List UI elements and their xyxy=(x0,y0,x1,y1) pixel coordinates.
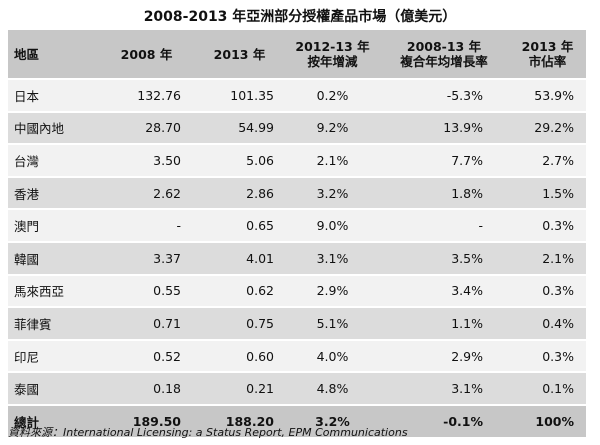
cell-cagr: -5.3% xyxy=(379,78,509,112)
cell-region: 日本 xyxy=(8,78,100,112)
cell-value-2008: 0.18 xyxy=(100,371,193,405)
cell-value-2008: - xyxy=(100,208,193,242)
cell-yoy-change: 3.1% xyxy=(286,240,379,275)
cell-region: 印尼 xyxy=(8,338,100,373)
header-2013: 2013 年 xyxy=(193,30,286,80)
cell-value-2008: 132.76 xyxy=(100,78,193,112)
cell-value-2013: 54.99 xyxy=(193,110,286,145)
header-cagr: 2008-13 年複合年均增長率 xyxy=(379,30,509,80)
cell-market-share: 0.4% xyxy=(509,306,586,340)
cell-market-share: 0.3% xyxy=(509,208,586,242)
header-region: 地區 xyxy=(8,30,100,80)
cell-region: 澳門 xyxy=(8,208,100,242)
cell-value-2013: 0.75 xyxy=(193,306,286,340)
cell-region: 台灣 xyxy=(8,143,100,177)
cell-cagr: 3.1% xyxy=(379,371,509,405)
cell-yoy-change: 5.1% xyxy=(286,306,379,340)
cell-market-share: 53.9% xyxy=(509,78,586,112)
cell-yoy-change: 4.8% xyxy=(286,371,379,405)
cell-yoy-change: 9.2% xyxy=(286,110,379,145)
cell-market-share: 0.3% xyxy=(509,273,586,308)
cell-region: 中國內地 xyxy=(8,110,100,145)
cell-value-2013: 0.21 xyxy=(193,371,286,405)
cell-value-2008: 28.70 xyxy=(100,110,193,145)
cell-cagr: 3.4% xyxy=(379,273,509,308)
cell-value-2013: 2.86 xyxy=(193,175,286,210)
total-market-share: 100% xyxy=(509,403,586,437)
source-footnote: 資料來源：International Licensing: a Status R… xyxy=(8,426,408,439)
table-row: 泰國 0.18 0.21 4.8% 3.1% 0.1% xyxy=(8,371,586,405)
cell-value-2008: 2.62 xyxy=(100,175,193,210)
cell-value-2013: 0.60 xyxy=(193,338,286,373)
cell-market-share: 0.1% xyxy=(509,371,586,405)
table-row: 澳門 -0.65 9.0% -0.3% xyxy=(8,208,586,242)
header-market-share: 2013 年市佔率 xyxy=(509,30,586,80)
cell-value-2008: 0.55 xyxy=(100,273,193,308)
cell-market-share: 1.5% xyxy=(509,175,586,210)
cell-value-2008: 3.50 xyxy=(100,143,193,177)
cell-cagr: 1.1% xyxy=(379,306,509,340)
header-yoy-change: 2012-13 年按年增減 xyxy=(286,30,379,80)
total-region: 總計 xyxy=(8,403,100,437)
cell-yoy-change: 4.0% xyxy=(286,338,379,373)
table-row: 韓國 3.37 4.01 3.1% 3.5% 2.1% xyxy=(8,240,586,275)
market-table: 地區 2008 年 2013 年 2012-13 年按年增減 2008-13 年… xyxy=(8,30,586,437)
cell-cagr: 13.9% xyxy=(379,110,509,145)
table-row: 日本 132.76 101.35 0.2% -5.3% 53.9% xyxy=(8,78,586,112)
cell-cagr: 3.5% xyxy=(379,240,509,275)
total-cagr: -0.1% xyxy=(379,403,509,437)
total-row: 總計 189.50 188.20 3.2% -0.1% 100% xyxy=(8,403,586,437)
total-yoy-change: 3.2% xyxy=(286,403,379,437)
cell-region: 香港 xyxy=(8,175,100,210)
cell-value-2013: 0.65 xyxy=(193,208,286,242)
cell-value-2008: 0.52 xyxy=(100,338,193,373)
total-value-2013: 188.20 xyxy=(193,403,286,437)
cell-market-share: 29.2% xyxy=(509,110,586,145)
cell-value-2013: 101.35 xyxy=(193,78,286,112)
header-row: 地區 2008 年 2013 年 2012-13 年按年增減 2008-13 年… xyxy=(8,30,586,80)
total-value-2008: 189.50 xyxy=(100,403,193,437)
table-body: 日本 132.76 101.35 0.2% -5.3% 53.9% 中國內地 28.70 54.… xyxy=(8,78,586,437)
cell-region: 韓國 xyxy=(8,240,100,275)
cell-yoy-change: 0.2% xyxy=(286,78,379,112)
cell-region: 泰國 xyxy=(8,371,100,405)
cell-cagr: 7.7% xyxy=(379,143,509,177)
cell-cagr: - xyxy=(379,208,509,242)
table-row: 菲律賓 0.71 0.75 5.1% 1.1% 0.4% xyxy=(8,306,586,340)
cell-region: 菲律賓 xyxy=(8,306,100,340)
cell-cagr: 2.9% xyxy=(379,338,509,373)
table-row: 台灣 3.50 5.06 2.1% 7.7% 2.7% xyxy=(8,143,586,177)
table-row: 印尼 0.52 0.60 4.0% 2.9% 0.3% xyxy=(8,338,586,373)
cell-yoy-change: 2.9% xyxy=(286,273,379,308)
table-row: 馬來西亞 0.55 0.62 2.9% 3.4% 0.3% xyxy=(8,273,586,308)
cell-market-share: 2.7% xyxy=(509,143,586,177)
table-row: 中國內地 28.70 54.99 9.2% 13.9% 29.2% xyxy=(8,110,586,145)
cell-cagr: 1.8% xyxy=(379,175,509,210)
cell-region: 馬來西亞 xyxy=(8,273,100,308)
table-title: 2008-2013 年亞洲部分授權產品市場（億美元） xyxy=(143,9,457,25)
header-2008: 2008 年 xyxy=(100,30,193,80)
cell-market-share: 2.1% xyxy=(509,240,586,275)
table-row: 香港 2.62 2.86 3.2% 1.8% 1.5% xyxy=(8,175,586,210)
cell-value-2013: 0.62 xyxy=(193,273,286,308)
cell-yoy-change: 2.1% xyxy=(286,143,379,177)
cell-market-share: 0.3% xyxy=(509,338,586,373)
cell-value-2008: 0.71 xyxy=(100,306,193,340)
cell-value-2013: 5.06 xyxy=(193,143,286,177)
cell-value-2008: 3.37 xyxy=(100,240,193,275)
cell-value-2013: 4.01 xyxy=(193,240,286,275)
cell-yoy-change: 3.2% xyxy=(286,175,379,210)
cell-yoy-change: 9.0% xyxy=(286,208,379,242)
